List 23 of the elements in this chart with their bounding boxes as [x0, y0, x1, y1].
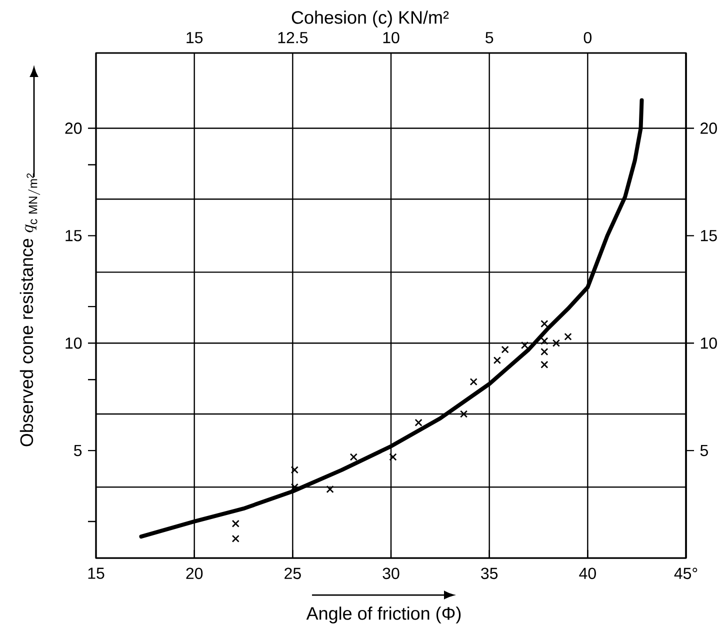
x-tick-label: 35	[481, 568, 498, 580]
y-tick-label: 20	[65, 122, 82, 134]
x-tick-label: 45°	[674, 568, 698, 580]
y2-tick-label: 5	[700, 444, 708, 456]
text: 12.5	[278, 32, 308, 44]
y2-tick-label: 20	[700, 122, 717, 134]
x2-axis-title: Cohesion (c) KN/m²	[292, 10, 449, 28]
y-tick-label: 15	[66, 230, 82, 242]
x-tick-label: 15	[88, 568, 104, 579]
y-tick-label: 5	[74, 444, 82, 456]
x-tick-label: 40	[579, 568, 596, 580]
x-axis-title: Angle of friction (Φ)	[306, 606, 461, 624]
y-tick-label: 10	[66, 337, 82, 349]
x-tick-label: 20	[186, 568, 203, 580]
text: 15	[186, 32, 203, 44]
y2-tick-label: 15	[700, 230, 717, 242]
x-tick-label: 30	[382, 568, 400, 580]
y-axis-title: $\mbox{Observed cone resistance }q_{\mathrm{c\;MN/m^{2}}}$	[20, 173, 40, 446]
x-tick-label: 25	[284, 568, 301, 580]
y2-tick-label: 10	[700, 337, 717, 349]
text: 0	[584, 32, 592, 44]
text: 10	[383, 32, 400, 44]
text: 5	[486, 32, 494, 44]
